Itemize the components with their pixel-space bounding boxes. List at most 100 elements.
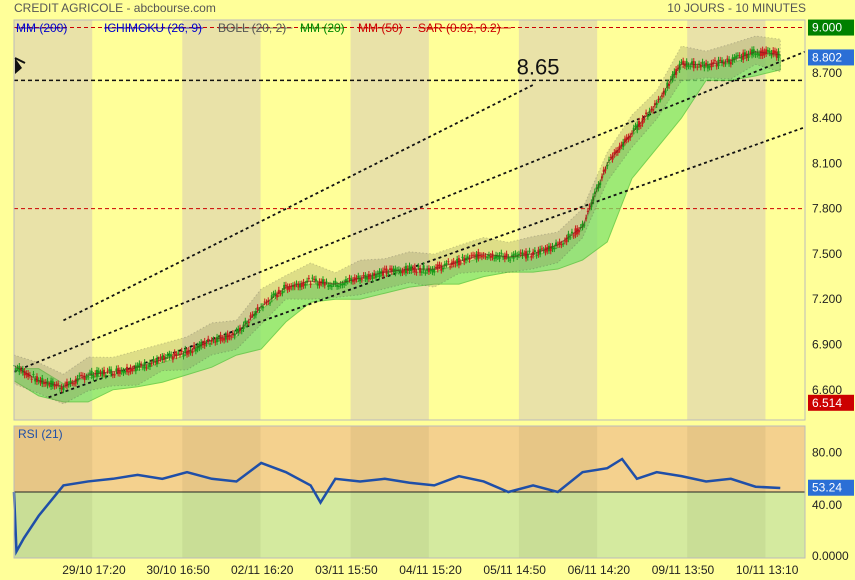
price-candle-body	[514, 253, 517, 255]
price-candle-body	[148, 362, 151, 367]
price-candle-body	[578, 229, 580, 233]
price-candle-body	[173, 352, 176, 356]
price-badge	[808, 49, 854, 66]
price-candle-body	[772, 50, 775, 55]
price-candle-body	[595, 187, 598, 190]
price-candle-body	[371, 275, 374, 279]
price-badge	[808, 394, 854, 411]
price-candle-body	[643, 118, 646, 120]
price-candle-body	[34, 379, 37, 382]
price-candle-body	[768, 50, 771, 54]
price-candle-body	[170, 354, 173, 356]
price-line	[13, 51, 781, 388]
price-candle-body	[572, 235, 575, 237]
price-candle-body	[475, 253, 478, 260]
price-candle-body	[104, 375, 107, 377]
price-candle-body	[359, 278, 362, 282]
price-candle-body	[191, 350, 194, 354]
price-candle-body	[136, 365, 139, 368]
day-band	[14, 20, 93, 420]
x-tick-label: 09/11 13:50	[652, 563, 715, 577]
price-candle-body	[159, 357, 162, 359]
price-candle-body	[606, 164, 609, 167]
price-candle-body	[339, 284, 342, 286]
price-candle-body	[334, 280, 337, 284]
price-candle-body	[484, 256, 487, 258]
price-candle-body	[43, 382, 46, 385]
price-candle-body	[440, 265, 443, 271]
rsi-tick-label: 0.0000	[812, 549, 849, 563]
price-candle-body	[207, 338, 210, 342]
price-candle-body	[258, 309, 261, 311]
x-tick-label: 29/10 17:20	[62, 563, 126, 577]
price-candle-body	[124, 370, 127, 372]
price-candle-body	[366, 276, 369, 280]
price-candle-body	[747, 53, 750, 59]
price-candle-body	[710, 62, 713, 68]
price-candle-body	[304, 283, 307, 286]
price-candle-body	[646, 115, 649, 117]
price-candle-body	[482, 255, 485, 257]
price-candle-body	[620, 144, 623, 146]
price-candle-body	[314, 278, 317, 282]
price-candle-body	[696, 66, 699, 68]
price-candle-body	[593, 191, 596, 195]
price-candle-body	[85, 376, 88, 378]
price-candle-body	[701, 61, 704, 64]
price-candle-body	[341, 283, 344, 286]
price-candle-body	[408, 265, 411, 272]
price-candle-body	[113, 374, 116, 376]
price-candle-body	[468, 257, 471, 260]
price-candle-body	[392, 268, 395, 272]
price-candle-body	[329, 284, 332, 287]
price-candle-body	[427, 268, 430, 272]
price-candle-body	[152, 359, 155, 363]
price-candle-body	[668, 83, 671, 86]
price-candle-body	[415, 271, 418, 273]
price-candle-body	[431, 269, 434, 273]
price-candle-body	[205, 343, 208, 345]
price-candle-body	[466, 256, 469, 259]
price-panel-border	[13, 19, 806, 421]
price-candle-body	[719, 59, 722, 61]
price-candle-body	[401, 270, 404, 274]
price-candle-body	[186, 350, 189, 355]
price-candle-body	[336, 284, 339, 287]
price-candle-body	[87, 375, 90, 377]
price-candle-body	[503, 255, 506, 260]
price-candle-body	[80, 374, 83, 376]
price-candle-body	[510, 255, 513, 257]
price-tick-label: 6.900	[812, 338, 842, 352]
price-candle-body	[127, 371, 130, 373]
price-candle-body	[479, 255, 482, 257]
price-candle-body	[629, 135, 632, 138]
price-badge	[808, 19, 854, 36]
price-candle-body	[713, 60, 716, 62]
level-annotation: 8.65	[517, 54, 560, 79]
price-candle-body	[429, 269, 432, 271]
price-candle-body	[613, 152, 616, 155]
price-candle-body	[766, 50, 769, 52]
day-bands	[14, 20, 766, 420]
price-candle-body	[168, 353, 171, 358]
price-candle-body	[562, 243, 565, 245]
price-candle-body	[422, 265, 425, 271]
day-band	[518, 20, 598, 420]
price-candle-body	[689, 65, 692, 67]
price-candle-body	[276, 294, 279, 298]
price-candle-body	[283, 284, 286, 290]
price-candle-body	[604, 169, 607, 171]
price-candle-body	[505, 253, 508, 257]
price-badge-label: 8.802	[812, 50, 842, 64]
price-candle-body	[23, 370, 26, 376]
x-tick-label: 04/11 15:20	[399, 563, 462, 577]
price-candle-body	[691, 61, 693, 65]
day-band	[350, 20, 429, 420]
price-candle-body	[263, 301, 266, 303]
price-candle-body	[30, 378, 33, 380]
price-candle-body	[729, 61, 732, 65]
price-candle-body	[526, 253, 529, 258]
price-candle-body	[69, 380, 72, 384]
price-candle-body	[180, 350, 183, 353]
price-candle-body	[625, 137, 628, 141]
